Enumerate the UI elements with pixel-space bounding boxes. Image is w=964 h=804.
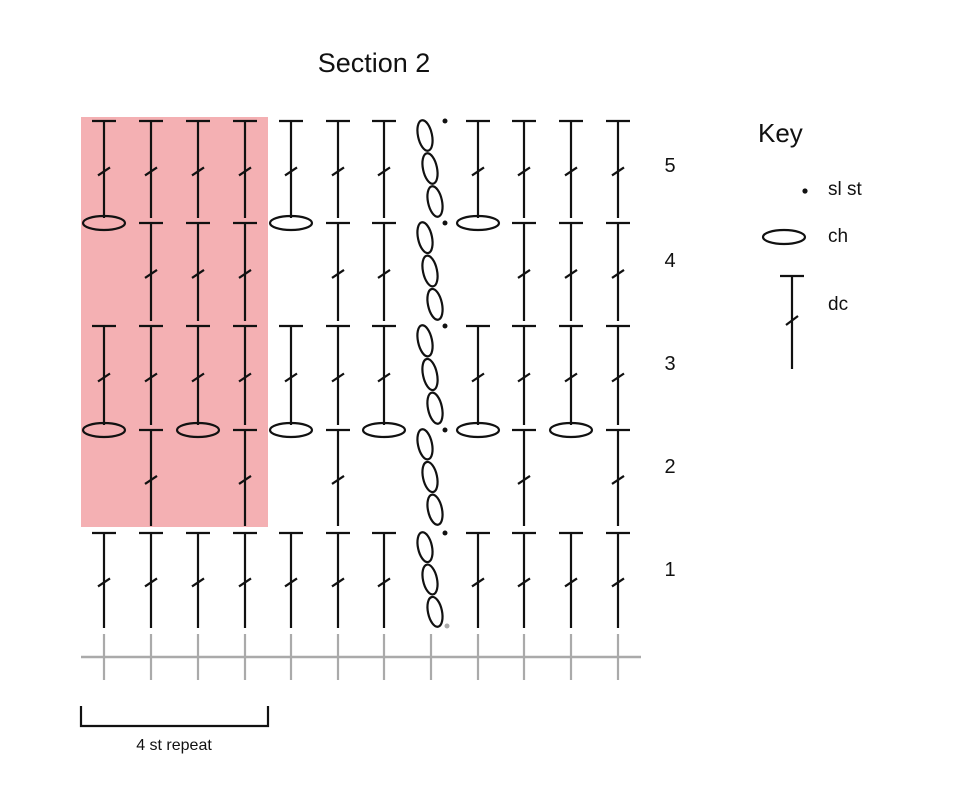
sl-st-mark [442, 323, 448, 329]
row-number: 2 [664, 456, 675, 478]
dc-stitch [92, 324, 116, 425]
dc-stitch [279, 324, 303, 425]
dc-stitch [92, 119, 116, 218]
ch-stitch [455, 421, 501, 439]
dc-stitch [326, 324, 350, 425]
dc-stitch [559, 531, 583, 628]
ch-stitch [548, 421, 594, 439]
dc-stitch [233, 531, 257, 628]
dc-stitch [466, 119, 490, 218]
dc-stitch [92, 531, 116, 628]
row-number: 1 [664, 559, 675, 581]
dc-stitch [233, 324, 257, 425]
sl-st-mark [442, 530, 448, 536]
dc-stitch [139, 428, 163, 526]
dc-stitch [186, 324, 210, 425]
row-number: 4 [664, 250, 675, 272]
dc-stitch [559, 221, 583, 321]
dc-stitch [606, 531, 630, 628]
key-legend: Key sl st ch dc [758, 118, 863, 369]
dc-stitch [372, 324, 396, 425]
dc-stitch [512, 428, 536, 526]
dc-stitch [326, 119, 350, 218]
ch-stitch [361, 421, 407, 439]
row-numbers: 1 2 3 4 5 [664, 155, 675, 581]
turning-chain [416, 220, 448, 321]
dc-stitch [186, 531, 210, 628]
key-label-ch: ch [828, 226, 848, 247]
sl-st-symbol [802, 188, 808, 194]
repeat-highlight [81, 117, 268, 527]
dc-stitch [186, 221, 210, 321]
dc-stitch [512, 119, 536, 218]
foundation-slip-dot [444, 623, 450, 629]
dc-stitch [139, 324, 163, 425]
key-label-sl-st: sl st [828, 179, 863, 200]
repeat-bracket: 4 st repeat [79, 706, 270, 754]
dc-stitch [606, 324, 630, 425]
dc-stitch [512, 531, 536, 628]
dc-stitch [559, 119, 583, 218]
key-label-dc: dc [828, 294, 848, 315]
dc-symbol [780, 274, 804, 369]
sl-st-mark [442, 220, 448, 226]
turning-chain [416, 427, 448, 526]
repeat-label: 4 st repeat [136, 737, 212, 754]
ch-stitch [455, 214, 501, 232]
dc-stitch [466, 531, 490, 628]
turning-chain [416, 118, 448, 218]
stitch-grid [81, 118, 630, 628]
dc-stitch [512, 324, 536, 425]
dc-stitch [279, 119, 303, 218]
dc-stitch [326, 428, 350, 526]
dc-stitch [512, 221, 536, 321]
dc-stitch [372, 531, 396, 628]
dc-stitch [233, 221, 257, 321]
dc-stitch [139, 119, 163, 218]
dc-stitch [372, 119, 396, 218]
dc-stitch [139, 531, 163, 628]
row-number: 5 [664, 155, 675, 177]
key-title: Key [758, 118, 803, 148]
dc-stitch [233, 119, 257, 218]
dc-stitch [559, 324, 583, 425]
foundation-chain [81, 623, 641, 680]
sl-st-mark [442, 427, 448, 433]
turning-chain [416, 323, 448, 425]
dc-stitch [233, 428, 257, 526]
ch-stitch [268, 214, 314, 232]
dc-stitch [606, 221, 630, 321]
sl-st-mark [442, 118, 448, 124]
dc-stitch [606, 428, 630, 526]
row-number: 3 [664, 353, 675, 375]
turning-chain [416, 530, 448, 628]
dc-stitch [279, 531, 303, 628]
dc-stitch [372, 221, 396, 321]
chart-title: Section 2 [318, 48, 431, 78]
dc-stitch [326, 221, 350, 321]
dc-stitch [326, 531, 350, 628]
dc-stitch [466, 324, 490, 425]
ch-symbol [761, 228, 807, 246]
ch-stitch [268, 421, 314, 439]
dc-stitch [139, 221, 163, 321]
dc-stitch [606, 119, 630, 218]
dc-stitch [186, 119, 210, 218]
